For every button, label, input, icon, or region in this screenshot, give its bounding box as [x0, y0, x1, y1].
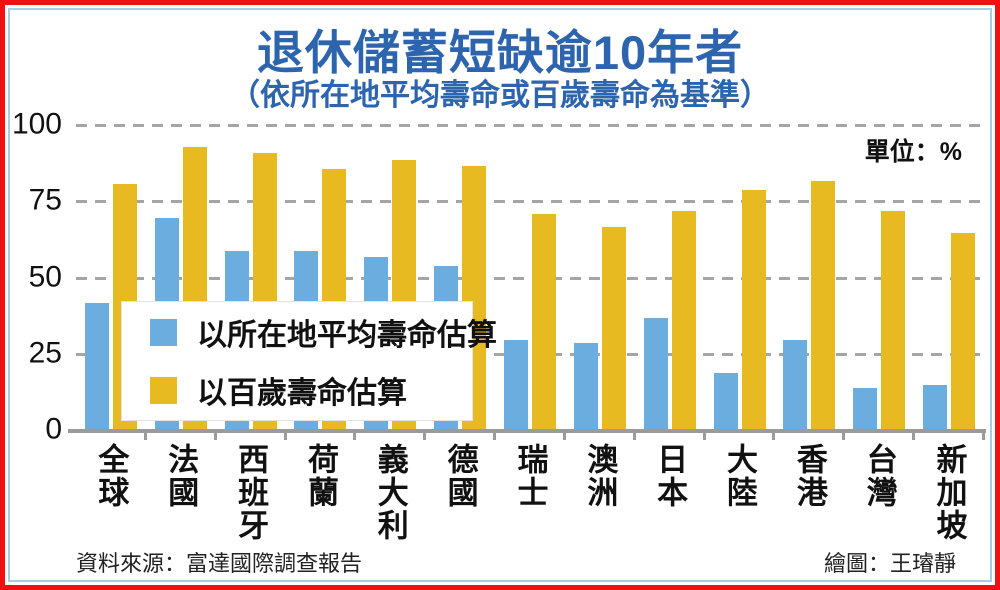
y-tick-label: 75 — [28, 183, 62, 217]
bar — [811, 180, 836, 431]
y-tick-label: 50 — [28, 259, 62, 293]
category-group: 瑞士 — [495, 126, 566, 509]
page-title: 退休儲蓄短缺逾10年者 — [256, 26, 744, 79]
category-group: 香港 — [774, 126, 846, 509]
x-category-label: 法國 — [163, 443, 199, 509]
bar — [671, 211, 696, 431]
legend: 以所在地平均壽命估算 以百歲壽命估算 — [121, 301, 497, 421]
y-tick-label: 100 — [11, 107, 62, 141]
x-category-label: 西班牙 — [233, 443, 269, 542]
x-category-label: 新加坡 — [931, 443, 967, 542]
bar — [853, 388, 878, 431]
x-tick-mark — [143, 431, 147, 440]
gridline — [76, 352, 984, 356]
gridline — [76, 276, 984, 280]
bar — [503, 339, 528, 431]
x-category-label: 台灣 — [861, 443, 897, 509]
bar — [531, 214, 556, 431]
category-group: 全球 — [76, 126, 147, 509]
bar — [881, 211, 906, 431]
bar — [783, 339, 808, 431]
bar-chart: 全球 法國 西班牙 荷蘭 義大利 德國 瑞士 澳洲 日本 大陸 香港 台灣 新加坡 以所在地平均壽命估算… — [68, 124, 986, 542]
x-tick-mark — [702, 431, 706, 440]
legend-label: 以所在地平均壽命估算 — [197, 319, 497, 352]
x-tick-mark — [842, 431, 846, 440]
x-tick-mark — [493, 431, 497, 440]
x-category-label: 瑞士 — [512, 443, 548, 509]
x-tick-mark — [353, 431, 357, 440]
x-tick-mark — [632, 431, 636, 440]
x-tick-mark — [213, 431, 217, 440]
category-group: 澳洲 — [565, 126, 636, 509]
x-category-label: 大陸 — [722, 443, 758, 509]
x-tick-mark — [283, 431, 287, 440]
category-group: 新加坡 — [914, 126, 985, 542]
legend-item: 以百歲壽命估算 — [150, 368, 472, 412]
credit-note: 繪圖：王璿靜 — [823, 551, 956, 576]
legend-swatch — [150, 318, 177, 346]
x-category-label: 澳洲 — [582, 443, 618, 509]
bar — [573, 342, 598, 431]
x-category-label: 香港 — [791, 443, 827, 509]
category-group: 日本 — [635, 126, 706, 509]
x-category-label: 德國 — [442, 443, 478, 509]
bar — [643, 318, 668, 431]
legend-label: 以百歲壽命估算 — [197, 377, 407, 410]
y-tick-label: 25 — [28, 336, 62, 370]
x-category-label: 全球 — [93, 443, 129, 509]
x-category-label: 義大利 — [372, 443, 408, 542]
legend-swatch — [150, 376, 177, 404]
legend-item: 以所在地平均壽命估算 — [150, 310, 497, 354]
x-category-label: 日本 — [652, 443, 688, 509]
y-tick-label: 0 — [45, 412, 62, 446]
gridline — [76, 124, 984, 127]
page-subtitle: （依所在地平均壽命或百歲壽命為基準） — [230, 79, 770, 112]
x-tick-mark — [772, 431, 776, 440]
x-tick-mark — [423, 431, 427, 440]
unit-label: 單位：% — [864, 138, 962, 166]
bar — [601, 226, 626, 431]
bar — [713, 373, 738, 431]
bar — [923, 385, 948, 431]
x-category-label: 荷蘭 — [302, 443, 338, 509]
x-tick-mark — [562, 431, 566, 440]
x-tick-mark — [981, 431, 985, 440]
category-group: 大陸 — [705, 126, 776, 509]
x-tick-mark — [912, 431, 916, 440]
bar — [84, 302, 109, 431]
x-axis-line — [68, 429, 986, 433]
y-axis-labels: 0 25 50 75 100 — [10, 107, 68, 445]
source-note: 資料來源：富達國際調查報告 — [76, 551, 363, 576]
bar — [951, 232, 976, 431]
bar — [741, 190, 766, 431]
category-group: 台灣 — [844, 126, 916, 509]
gridline — [76, 200, 984, 204]
